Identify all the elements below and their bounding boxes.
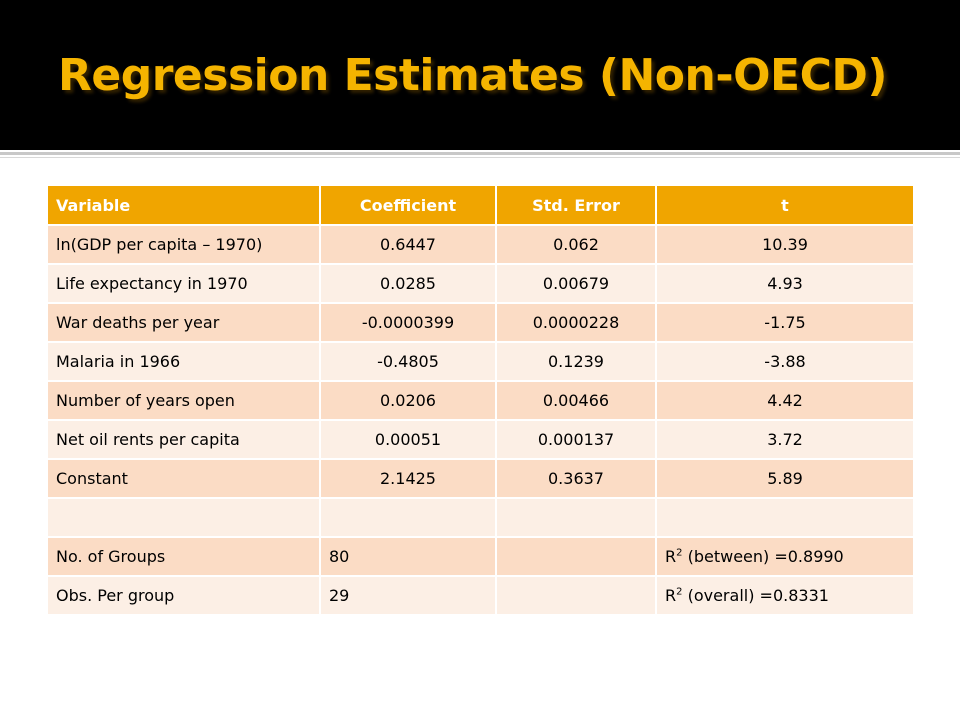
- empty-row: [48, 498, 913, 538]
- coefficient-cell: 0.00051: [320, 420, 497, 460]
- r-symbol: R: [665, 547, 677, 566]
- r-symbol: R: [665, 586, 677, 605]
- empty-cell: [320, 498, 497, 538]
- std-error-cell: 0.00466: [496, 381, 657, 421]
- header-std-error: Std. Error: [496, 186, 657, 226]
- t-cell: 4.42: [656, 381, 913, 421]
- variable-cell: Number of years open: [48, 381, 321, 421]
- footer-value: 29: [320, 576, 497, 616]
- footer-value: 80: [320, 537, 497, 577]
- t-cell: 3.72: [656, 420, 913, 460]
- variable-cell: Net oil rents per capita: [48, 420, 321, 460]
- variable-cell: Life expectancy in 1970: [48, 264, 321, 304]
- t-cell: 5.89: [656, 459, 913, 499]
- coefficient-cell: 0.0285: [320, 264, 497, 304]
- empty-cell: [496, 576, 657, 616]
- empty-cell: [496, 537, 657, 577]
- t-cell: 4.93: [656, 264, 913, 304]
- r-superscript: 2: [676, 547, 683, 559]
- footer-label: Obs. Per group: [48, 576, 321, 616]
- r-squared-overall: R2 (overall) =0.8331: [656, 576, 913, 616]
- coefficient-cell: -0.4805: [320, 342, 497, 382]
- empty-cell: [496, 498, 657, 538]
- table-row: Constant 2.1425 0.3637 5.89: [48, 459, 913, 499]
- slide-title: Regression Estimates (Non-OECD): [58, 50, 888, 101]
- title-divider-thin: [0, 157, 960, 158]
- variable-cell: Malaria in 1966: [48, 342, 321, 382]
- title-divider: [0, 152, 960, 155]
- table-row: ln(GDP per capita – 1970) 0.6447 0.062 1…: [48, 225, 913, 265]
- empty-cell: [656, 498, 913, 538]
- t-cell: 10.39: [656, 225, 913, 265]
- coefficient-cell: -0.0000399: [320, 303, 497, 343]
- std-error-cell: 0.3637: [496, 459, 657, 499]
- std-error-cell: 0.000137: [496, 420, 657, 460]
- r-squared-between: R2 (between) =0.8990: [656, 537, 913, 577]
- table-row: Malaria in 1966 -0.4805 0.1239 -3.88: [48, 342, 913, 382]
- header-variable: Variable: [48, 186, 321, 226]
- header-row: Variable Coefficient Std. Error t: [48, 186, 913, 226]
- empty-cell: [48, 498, 321, 538]
- variable-cell: Constant: [48, 459, 321, 499]
- footer-row-groups: No. of Groups 80 R2 (between) =0.8990: [48, 537, 913, 577]
- std-error-cell: 0.1239: [496, 342, 657, 382]
- r-squared-text: (overall) =0.8331: [682, 586, 829, 605]
- r-superscript: 2: [676, 586, 683, 598]
- variable-cell: War deaths per year: [48, 303, 321, 343]
- table-row: War deaths per year -0.0000399 0.0000228…: [48, 303, 913, 343]
- coefficient-cell: 0.6447: [320, 225, 497, 265]
- t-cell: -1.75: [656, 303, 913, 343]
- table-row: Net oil rents per capita 0.00051 0.00013…: [48, 420, 913, 460]
- r-squared-text: (between) =0.8990: [682, 547, 844, 566]
- coefficient-cell: 2.1425: [320, 459, 497, 499]
- regression-table: Variable Coefficient Std. Error t ln(GDP…: [48, 186, 913, 616]
- header-coefficient: Coefficient: [320, 186, 497, 226]
- title-bar: [0, 0, 960, 150]
- table-row: Life expectancy in 1970 0.0285 0.00679 4…: [48, 264, 913, 304]
- std-error-cell: 0.062: [496, 225, 657, 265]
- header-t: t: [656, 186, 913, 226]
- footer-row-obs: Obs. Per group 29 R2 (overall) =0.8331: [48, 576, 913, 616]
- t-cell: -3.88: [656, 342, 913, 382]
- variable-cell: ln(GDP per capita – 1970): [48, 225, 321, 265]
- footer-label: No. of Groups: [48, 537, 321, 577]
- std-error-cell: 0.00679: [496, 264, 657, 304]
- std-error-cell: 0.0000228: [496, 303, 657, 343]
- table-row: Number of years open 0.0206 0.00466 4.42: [48, 381, 913, 421]
- coefficient-cell: 0.0206: [320, 381, 497, 421]
